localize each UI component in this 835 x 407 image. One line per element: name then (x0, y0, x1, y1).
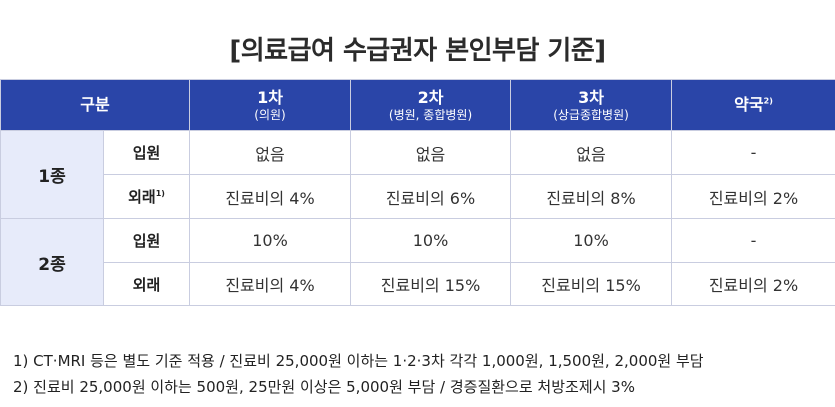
header-col-pharmacy: 약국2) (671, 79, 835, 131)
table-cell: 10% (510, 218, 673, 263)
footnote-marker: 2) (763, 97, 773, 107)
header-col-label: 약국 (734, 95, 764, 115)
header-col-label: 3차 (578, 87, 604, 107)
table-cell: 진료비의 15% (510, 262, 673, 306)
table-cell: 없음 (510, 130, 673, 175)
table-cell: - (671, 218, 835, 263)
table-cell: 진료비의 4% (189, 262, 352, 306)
header-col-sub: (의원) (254, 107, 286, 122)
header-col-label: 2차 (417, 87, 444, 107)
table-cell: 10% (189, 218, 352, 263)
header-category: 구분 (0, 79, 191, 131)
row-label: 입원 (102, 218, 191, 263)
table-cell: - (671, 130, 835, 175)
table-row: 외래1) 진료비의 4% 진료비의 6% 진료비의 8% 진료비의 2% (1, 174, 835, 219)
copay-table: 구분 1차 (의원) 2차 (병원, 종합병원) 3차 (상급종합병원) 약국2… (0, 79, 835, 306)
row-label: 외래 (128, 188, 156, 206)
header-col-label: 1차 (257, 87, 283, 107)
header-col-3: 3차 (상급종합병원) (510, 79, 673, 131)
table-cell: 진료비의 15% (350, 262, 512, 306)
footnotes: 1) CT·MRI 등은 별도 기준 적용 / 진료비 25,000원 이하는 … (13, 348, 704, 400)
table-cell: 진료비의 8% (510, 174, 673, 219)
row-label: 입원 (102, 130, 191, 175)
footnote-1: 1) CT·MRI 등은 별도 기준 적용 / 진료비 25,000원 이하는 … (13, 352, 704, 370)
header-col-2: 2차 (병원, 종합병원) (350, 79, 512, 131)
table-row: 외래 진료비의 4% 진료비의 15% 진료비의 15% 진료비의 2% (1, 262, 835, 306)
table-cell: 없음 (189, 130, 352, 175)
footnote-2: 2) 진료비 25,000원 이하는 500원, 25만원 이상은 5,000원… (13, 378, 635, 396)
table-cell: 진료비의 4% (189, 174, 352, 219)
header-row: 구분 1차 (의원) 2차 (병원, 종합병원) 3차 (상급종합병원) 약국2… (0, 79, 835, 131)
page-title: [의료급여 수급권자 본인부담 기준] (229, 36, 606, 66)
footnote-marker: 1) (155, 189, 165, 198)
table-row: 1종 입원 없음 없음 없음 - (0, 130, 835, 219)
table-cell: 10% (350, 218, 512, 263)
header-col-sub: (병원, 종합병원) (388, 107, 473, 122)
table-cell: 없음 (350, 130, 512, 175)
group-label: 2종 (0, 218, 104, 306)
group-label: 1종 (0, 130, 104, 219)
header-col-1: 1차 (의원) (189, 79, 352, 131)
table-cell: 진료비의 6% (350, 174, 512, 219)
table-cell: 진료비의 2% (671, 174, 835, 219)
header-col-sub: (상급종합병원) (553, 107, 629, 122)
table-row: 2종 입원 10% 10% 10% - (0, 218, 835, 306)
row-label-cell: 외래1) (102, 174, 191, 219)
row-label: 외래 (102, 262, 191, 306)
table-cell: 진료비의 2% (671, 262, 835, 306)
